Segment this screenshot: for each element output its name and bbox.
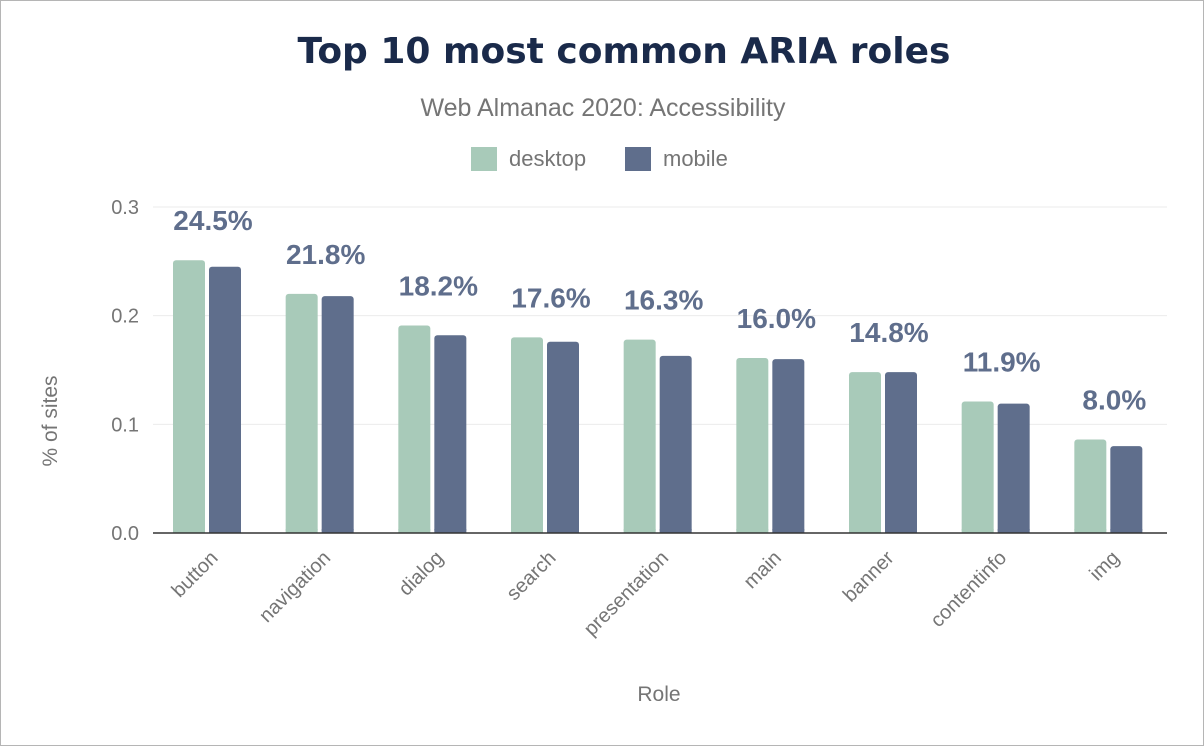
x-tick-label-button: button [168, 547, 223, 602]
bar-base-desktop-search [511, 529, 543, 533]
x-axis-ticks: button navigation dialog search presentation… [168, 547, 1124, 641]
bar-base-mobile-search [547, 529, 579, 533]
bar-mobile-main [772, 359, 805, 533]
data-labels: 24.5% 21.8% 18.2% 17.6% 16.3% 16.0% 14.8% 11.9%… [173, 205, 1146, 415]
x-tick-label-banner: banner [839, 547, 899, 607]
x-axis-title: Role [637, 683, 680, 706]
x-tick-label-contentinfo: contentinfo [926, 547, 1011, 632]
x-tick-label-navigation: navigation [255, 547, 335, 627]
data-label-dialog: 18.2% [399, 270, 478, 301]
data-label-contentinfo: 11.9% [963, 347, 1041, 378]
bar-base-desktop-dialog [398, 529, 431, 533]
legend-swatch-mobile [625, 147, 651, 171]
bar-desktop-contentinfo [961, 401, 994, 533]
bar-desktop-search [511, 337, 543, 533]
bar-base-mobile-button [209, 529, 241, 533]
bars [173, 260, 1143, 533]
bar-base-desktop-navigation [285, 529, 318, 533]
chart-title: Top 10 most common ARIA roles [298, 31, 951, 72]
bar-mobile-presentation [659, 355, 692, 533]
legend-label-desktop: desktop [509, 146, 586, 171]
bar-base-mobile-banner [885, 529, 917, 533]
y-tick-label: 0.2 [111, 306, 139, 328]
x-tick-label-dialog: dialog [395, 547, 448, 600]
bar-base-mobile-navigation [321, 529, 354, 533]
bar-base-mobile-presentation [659, 529, 692, 533]
bar-base-desktop-main [736, 529, 769, 533]
bar-mobile-navigation [321, 296, 354, 533]
bar-desktop-dialog [398, 325, 431, 533]
y-axis-title: % of sites [39, 375, 62, 466]
y-tick-label: 0.3 [111, 197, 139, 219]
bar-desktop-presentation [623, 339, 656, 533]
bar-desktop-main [736, 358, 769, 533]
bar-mobile-search [547, 341, 579, 533]
data-label-button: 24.5% [173, 205, 252, 236]
data-label-search: 17.6% [511, 282, 590, 313]
legend: desktop mobile [471, 146, 728, 171]
legend-label-mobile: mobile [663, 146, 728, 171]
bar-base-mobile-main [772, 529, 805, 533]
bar-base-mobile-contentinfo [997, 529, 1030, 533]
bar-desktop-img [1074, 439, 1107, 533]
chart-subtitle: Web Almanac 2020: Accessibility [420, 94, 786, 122]
bar-mobile-banner [885, 372, 917, 533]
y-tick-label: 0.0 [111, 523, 139, 545]
bar-base-mobile-dialog [434, 529, 467, 533]
bar-mobile-dialog [434, 335, 467, 533]
x-tick-label-presentation: presentation [580, 547, 673, 640]
data-label-img: 8.0% [1082, 385, 1146, 416]
data-label-presentation: 16.3% [624, 285, 703, 316]
x-tick-label-img: img [1086, 547, 1124, 585]
y-tick-label: 0.1 [111, 414, 139, 436]
x-tick-label-search: search [503, 547, 561, 605]
bar-desktop-button [173, 260, 205, 533]
bar-mobile-button [209, 266, 241, 533]
bar-base-mobile-img [1110, 529, 1143, 533]
data-label-banner: 14.8% [849, 317, 928, 348]
bar-mobile-img [1110, 446, 1143, 533]
legend-swatch-desktop [471, 147, 497, 171]
bar-base-desktop-img [1074, 529, 1107, 533]
data-label-navigation: 21.8% [286, 239, 365, 270]
bar-desktop-banner [849, 372, 881, 533]
bar-base-desktop-contentinfo [961, 529, 994, 533]
bar-desktop-navigation [285, 293, 318, 533]
bar-base-desktop-banner [849, 529, 881, 533]
bar-base-desktop-presentation [623, 529, 656, 533]
x-tick-label-main: main [740, 547, 786, 593]
data-label-main: 16.0% [737, 303, 816, 334]
bar-base-desktop-button [173, 529, 205, 533]
y-axis-ticks: 0.0 0.1 0.2 0.3 [111, 197, 139, 545]
bar-mobile-contentinfo [997, 403, 1030, 533]
